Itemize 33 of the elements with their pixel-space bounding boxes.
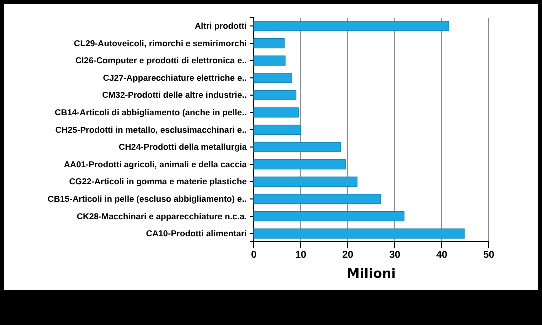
y-tick-label: CA10-Prodotti alimentari bbox=[146, 228, 247, 239]
y-tick-label: CJ27-Apparecchiature elettriche e.. bbox=[103, 72, 247, 83]
x-tick-label: 30 bbox=[389, 250, 401, 262]
bar bbox=[254, 142, 342, 152]
bar bbox=[254, 176, 358, 187]
bar bbox=[254, 228, 465, 239]
y-tick-label: CB14-Articoli di abbigliamento (anche in pelle.. bbox=[55, 107, 247, 118]
y-tick-label: CB15-Articoli in pelle (escluso abbigliamento) e.. bbox=[48, 194, 247, 204]
x-tick-label: 10 bbox=[295, 250, 307, 262]
y-tick-label: CH25-Prodotti in metallo, esclusimacchinari e.. bbox=[55, 124, 247, 135]
bar bbox=[254, 108, 299, 118]
y-tick-label: CM32-Prodotti delle altre industrie.. bbox=[102, 90, 247, 100]
bar bbox=[254, 160, 346, 170]
bar bbox=[254, 90, 297, 100]
bar bbox=[254, 211, 405, 222]
y-tick-label: AA01-Prodotti agricoli, animali e della caccia bbox=[64, 159, 248, 170]
x-tick-label: 40 bbox=[436, 250, 448, 262]
y-tick-label: CH24-Prodotti della metallurgia bbox=[119, 142, 248, 152]
y-tick-label: Altri prodotti bbox=[194, 20, 247, 31]
bar bbox=[254, 56, 286, 66]
bar bbox=[254, 194, 382, 204]
bar bbox=[254, 38, 285, 49]
bar bbox=[254, 21, 450, 32]
bar bbox=[254, 124, 302, 136]
y-tick-label: CG22-Articoli in gomma e materie plastiche bbox=[69, 176, 248, 187]
x-tick-label: 50 bbox=[483, 250, 495, 262]
x-tick-label: 0 bbox=[251, 250, 258, 262]
y-tick-label: CL29-Autoveicoli, rimorchi e semirimorchi bbox=[74, 38, 247, 48]
bar bbox=[254, 73, 292, 84]
x-axis-title: Milioni bbox=[347, 267, 396, 282]
y-tick-label: CI26-Computer e prodotti di elettronica e.. bbox=[76, 56, 247, 66]
x-tick-label: 20 bbox=[342, 250, 354, 262]
y-tick-label: CK28-Macchinari e apparecchiature n.c.a. bbox=[76, 211, 247, 222]
